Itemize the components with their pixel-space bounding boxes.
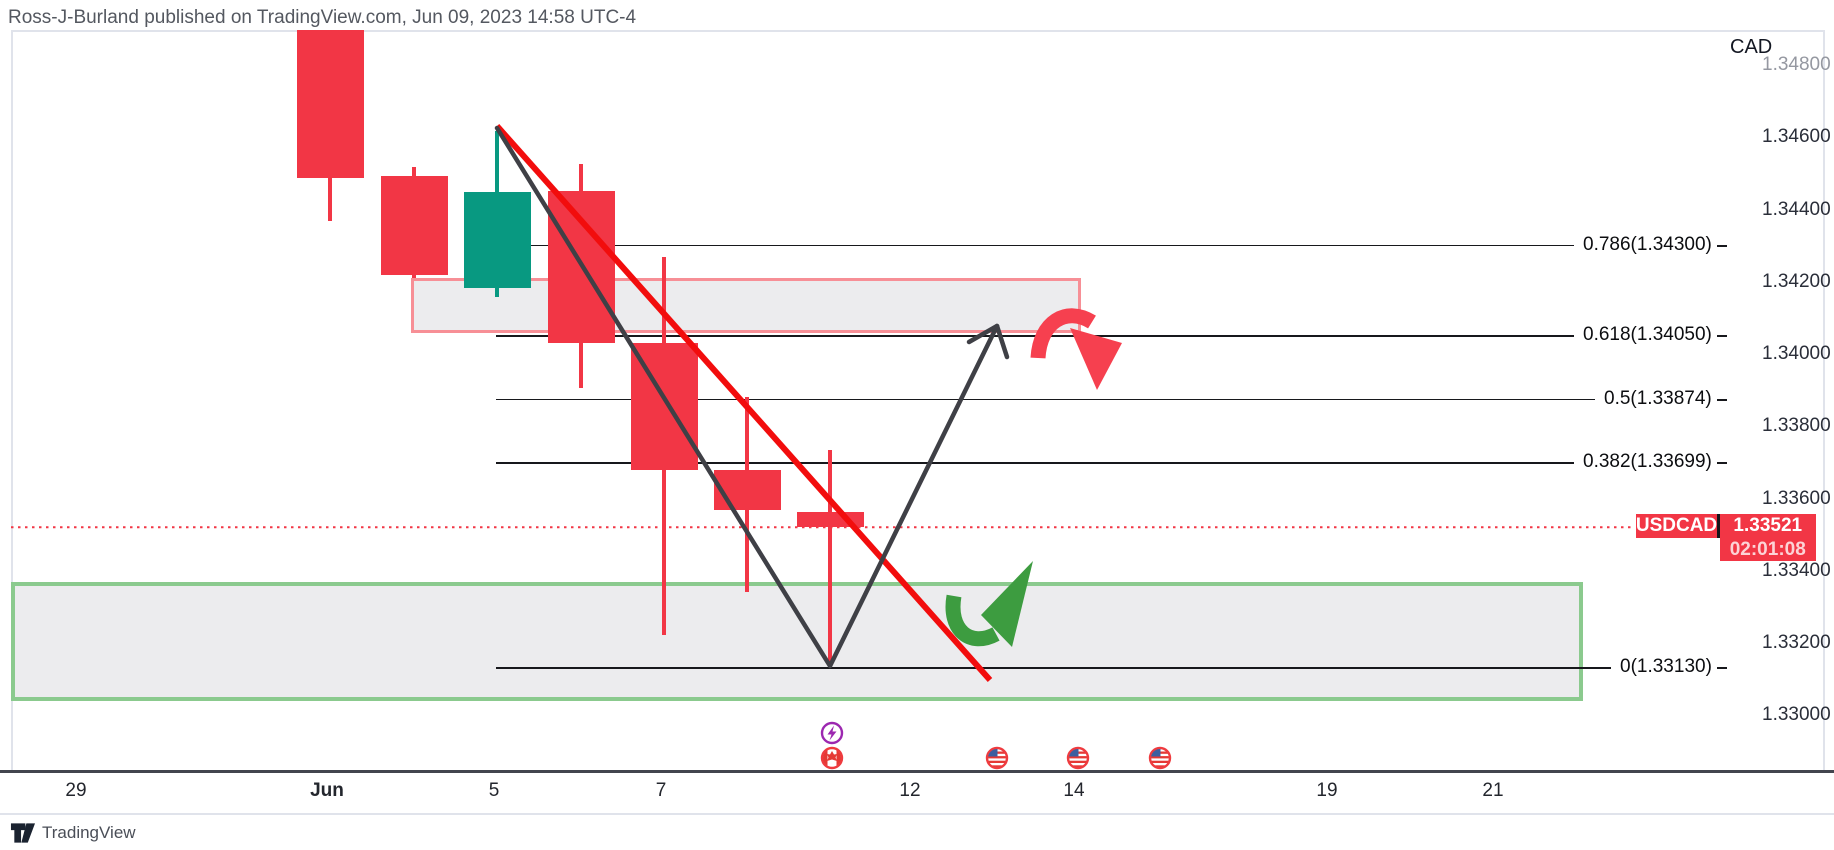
price-axis-label: 1.34800 (1762, 54, 1831, 75)
time-axis-label: 12 (899, 780, 921, 801)
badge-price: 1.33521 (1719, 514, 1816, 538)
fib-level-label: 0.618(1.34050) (1583, 323, 1712, 345)
tradingview-logo-text: TradingView (42, 823, 136, 842)
price-axis-label: 1.33000 (1762, 704, 1831, 726)
candle-body (380, 175, 448, 275)
candle-body (713, 469, 781, 511)
price-axis-label: 1.33400 (1762, 559, 1831, 581)
candle-body (463, 192, 531, 288)
candle-body (547, 191, 615, 344)
economic-event-us-flag-icon-3[interactable] (1148, 746, 1172, 770)
economic-event-us-flag-icon-1[interactable] (985, 746, 1009, 770)
price-axis-label: 1.33600 (1762, 487, 1831, 509)
candle-body (796, 511, 864, 528)
badge-symbol: USDCAD (1635, 514, 1718, 538)
fib-level-line (496, 667, 1611, 670)
time-axis-label: 7 (655, 780, 667, 801)
fib-level-axis-dash (1717, 244, 1727, 247)
fib-level-line (496, 335, 1574, 337)
candle-body (296, 29, 364, 179)
economic-event-us-flag-icon-2[interactable] (1066, 746, 1090, 770)
fib-level-axis-dash (1717, 334, 1727, 337)
plot-left-border (11, 30, 13, 771)
tradingview-logo[interactable]: TradingView (10, 821, 136, 845)
time-axis-label: 29 (65, 780, 87, 801)
tradingview-logo-icon (10, 823, 35, 843)
price-axis-label: 1.34400 (1762, 198, 1831, 220)
axis-underline (0, 813, 1834, 815)
plot-right-border (1823, 30, 1825, 771)
time-axis-line (0, 770, 1834, 773)
fib-level-axis-dash (1717, 461, 1727, 464)
badge-countdown: 02:01:08 (1719, 538, 1816, 561)
price-axis-label: 1.33200 (1762, 632, 1831, 653)
last-price-badge[interactable]: USDCAD 1.33521 02:01:08 (1636, 514, 1816, 561)
fib-level-line (496, 398, 1595, 401)
badge-separator (1717, 514, 1720, 538)
fib-level-line (496, 461, 1574, 464)
price-axis-label: 1.34200 (1762, 270, 1831, 292)
economic-event-lightning-icon[interactable] (820, 721, 844, 745)
fib-level-axis-dash (1717, 667, 1727, 670)
fib-level-label: 0(1.33130) (1620, 656, 1712, 678)
currency-label: CAD (1730, 36, 1773, 58)
time-axis-label: Jun (310, 780, 344, 801)
support-zone-box (11, 581, 1583, 701)
time-axis-label: 14 (1063, 780, 1085, 801)
candle-wick (828, 450, 832, 667)
fib-level-label: 0.382(1.33699) (1583, 450, 1712, 472)
fib-level-label: 0.786(1.34300) (1583, 233, 1712, 255)
time-axis-label: 21 (1482, 780, 1504, 801)
fib-level-label: 0.5(1.33874) (1604, 387, 1712, 409)
plot-top-border (11, 30, 1824, 32)
price-axis-label: 1.34000 (1762, 343, 1831, 364)
fib-level-line (496, 244, 1574, 247)
time-axis-label: 5 (488, 780, 500, 801)
attribution-text: Ross-J-Burland published on TradingView.… (8, 7, 637, 28)
price-axis-label: 1.33800 (1762, 415, 1831, 437)
candle-body (630, 343, 698, 470)
time-axis-label: 19 (1316, 780, 1338, 801)
fib-level-axis-dash (1717, 398, 1727, 401)
price-axis-label: 1.34600 (1762, 126, 1831, 148)
economic-event-canada-flag-icon[interactable] (820, 746, 844, 770)
